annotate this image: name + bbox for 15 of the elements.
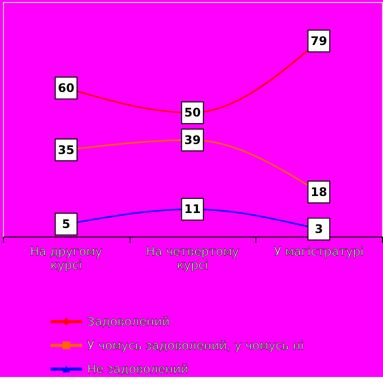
x-tick-label: На другому курсі bbox=[30, 244, 102, 272]
data-label: 79 bbox=[310, 34, 328, 48]
data-label: 60 bbox=[58, 81, 74, 96]
legend-label: Не задоволений bbox=[87, 362, 188, 376]
data-label: 35 bbox=[58, 142, 74, 157]
data-label: 3 bbox=[314, 222, 323, 236]
x-tick-label: У магістратурі bbox=[274, 244, 364, 258]
legend-label: Задоволений bbox=[87, 314, 170, 329]
x-tick-label: На четвертому курсі bbox=[146, 244, 240, 272]
legend-label: У чомусь задоволений, у чомусь ні bbox=[87, 338, 304, 352]
data-label: 50 bbox=[184, 106, 201, 120]
data-label: 39 bbox=[184, 132, 201, 147]
data-label: 5 bbox=[62, 217, 70, 232]
data-label: 18 bbox=[310, 184, 328, 199]
data-label: 11 bbox=[184, 202, 201, 216]
